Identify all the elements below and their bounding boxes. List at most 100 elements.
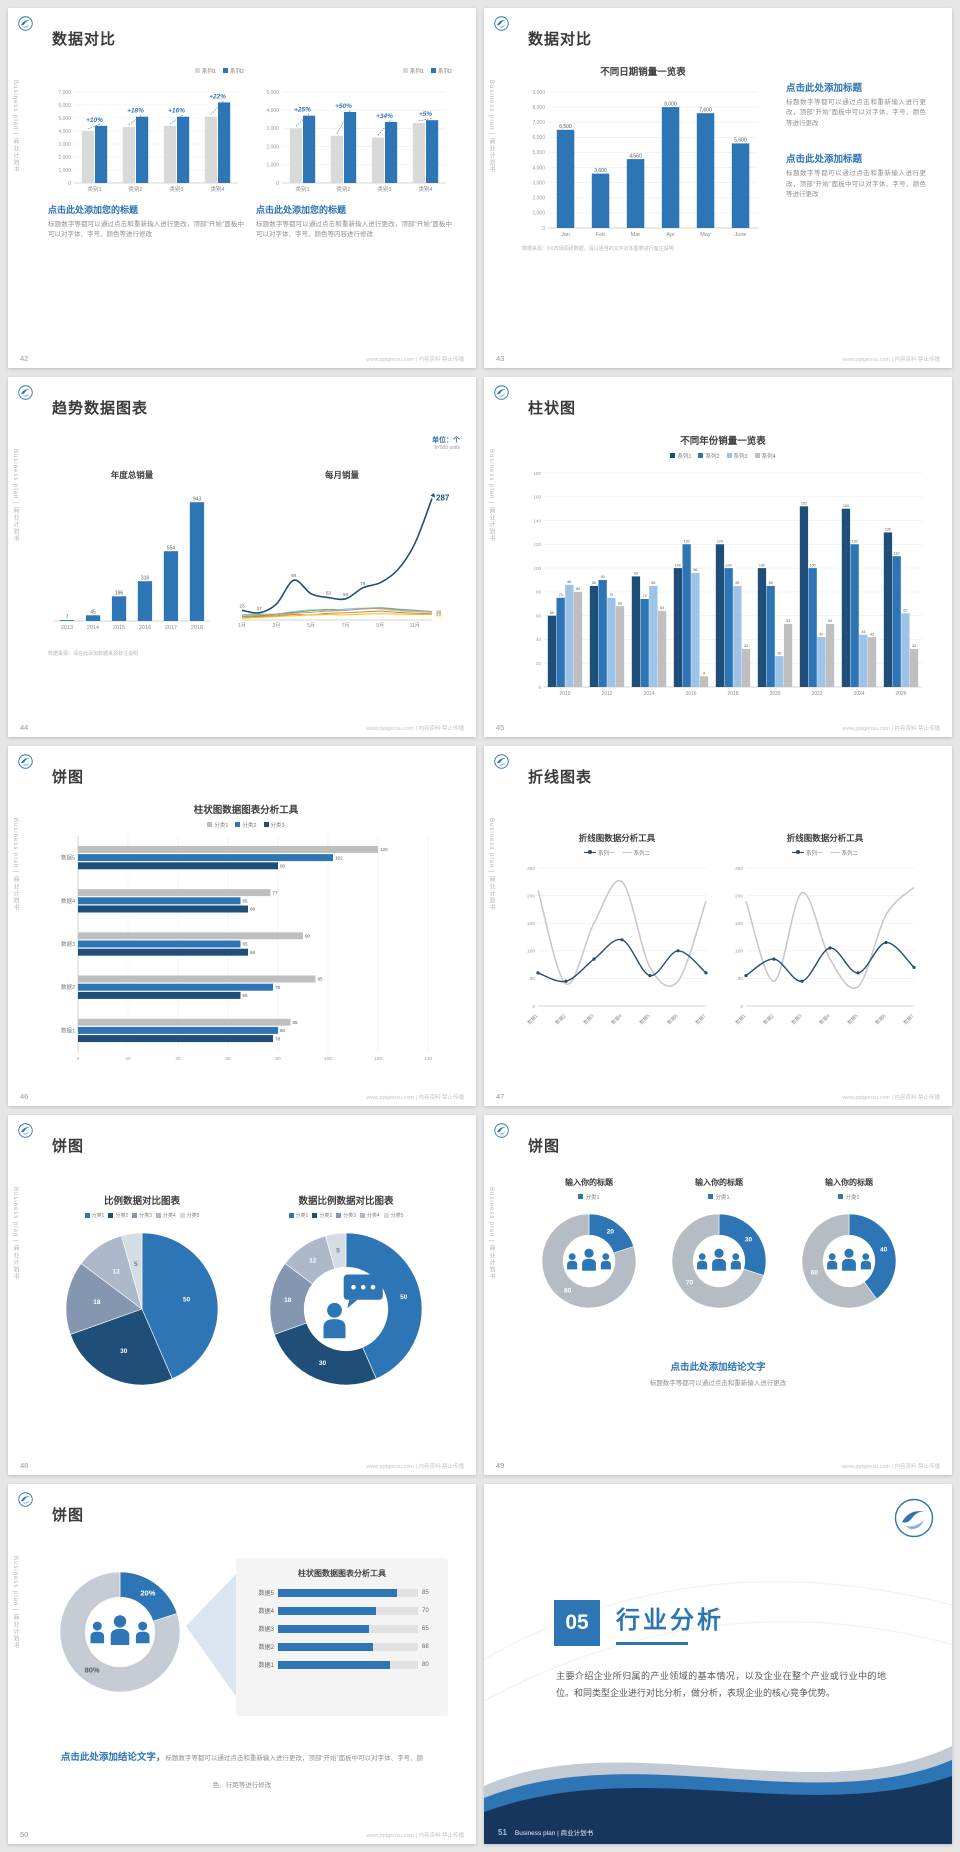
svg-text:6,500: 6,500 — [559, 124, 572, 130]
svg-text:20: 20 — [607, 1229, 615, 1236]
svg-text:数据2: 数据2 — [61, 983, 75, 991]
slide-title: 折线图表 — [528, 769, 593, 786]
chart-title: 柱状图数据图表分析工具 — [193, 805, 299, 816]
donut-chart-1: 20 80 — [530, 1204, 648, 1318]
svg-text:32: 32 — [912, 644, 916, 648]
slide-48[interactable]: Business plan | 商业计划书 饼图 比例数据对比图表 分类1 分类2… — [8, 1115, 476, 1475]
svg-text:2015: 2015 — [113, 625, 125, 631]
bar-label: 数据5 — [258, 1591, 274, 1597]
svg-text:2010: 2010 — [559, 691, 570, 697]
brand-logo-icon — [494, 16, 509, 31]
side-watermark: Business plan | 商业计划书 — [488, 1187, 494, 1281]
slide-46[interactable]: Business plan | 商业计划书 饼图 柱状图数据图表分析工具 分类1… — [8, 746, 476, 1106]
svg-text:100: 100 — [675, 563, 681, 567]
svg-text:数据4: 数据4 — [61, 897, 75, 905]
svg-text:3,000: 3,000 — [58, 142, 71, 148]
side-watermark: Business plan | 商业计划书 — [12, 1556, 18, 1650]
legend-item: 系列1 — [402, 67, 424, 75]
svg-text:数据6: 数据6 — [666, 1012, 680, 1026]
svg-text:85: 85 — [592, 581, 596, 585]
slide-51[interactable]: 05 行业分析 主要介绍企业所归属的产业领域的基本情况，以及企业在整个产业或行业… — [484, 1484, 952, 1844]
data-source-note: 数据来源：XX市场调研数据，请以适当的文字对本图表进行备注说明 — [522, 246, 674, 252]
side-watermark: Business plan | 商业计划书 — [488, 80, 494, 174]
slide-number: 50 — [20, 1830, 29, 1839]
donut-title: 输入你的标题 — [565, 1178, 613, 1187]
svg-text:+50%: +50% — [335, 103, 352, 110]
svg-text:42: 42 — [870, 632, 874, 636]
svg-text:90: 90 — [601, 575, 605, 579]
block-title: 点击此处添加标题 — [786, 83, 863, 94]
slide-43[interactable]: Business plan | 商业计划书 数据对比 不同日期销量一览表 0 1,… — [484, 8, 952, 368]
svg-text:96: 96 — [693, 568, 697, 572]
svg-text:80: 80 — [564, 1288, 572, 1295]
svg-text:13: 13 — [436, 613, 442, 619]
svg-text:数据4: 数据4 — [818, 1012, 832, 1026]
svg-text:18: 18 — [284, 1297, 292, 1304]
legend-item: 系列二 — [829, 849, 858, 857]
brand-logo-icon — [494, 385, 509, 400]
slide-title: 数据对比 — [52, 31, 117, 48]
svg-text:5,600: 5,600 — [734, 138, 747, 144]
svg-text:+10%: +10% — [86, 117, 103, 124]
slide-50[interactable]: Business plan | 商业计划书 饼图 20% 80% 柱状图数据图表分… — [8, 1484, 476, 1844]
svg-text:8,000: 8,000 — [532, 105, 545, 111]
text-block: 点击此处添加标题 标题数字等都可以通过点击和重新输入进行更改，顶部“开始”面板中… — [786, 151, 926, 200]
svg-text:78: 78 — [275, 985, 281, 990]
footer-site-text: www.pptgensu.com | 内容资料 禁止传播 — [366, 1095, 464, 1101]
svg-text:86: 86 — [567, 580, 571, 584]
caption-title: 点击此处添加您的标题 — [48, 205, 139, 215]
svg-text:250: 250 — [527, 866, 535, 872]
svg-text:Mar: Mar — [631, 232, 641, 238]
slide-49[interactable]: Business plan | 商业计划书 饼图 输入你的标题 分类1 20 80… — [484, 1115, 952, 1475]
bar-label: 数据4 — [258, 1609, 274, 1615]
side-watermark: Business plan | 商业计划书 — [12, 80, 18, 174]
chart-title: 不同日期销量一览表 — [600, 67, 686, 78]
chart-legend: 分类1 分类2 分类3 分类4 分类5 — [44, 1211, 240, 1220]
svg-text:100: 100 — [726, 563, 732, 567]
slide-42[interactable]: Business plan | 商业计划书 数据对比 系列1 系列2 0 1,000… — [8, 8, 476, 368]
brand-logo-icon — [494, 754, 509, 769]
bar-track — [278, 1660, 418, 1669]
svg-text:3,600: 3,600 — [594, 168, 607, 174]
donut-chart: 50 30 18 12 5 — [248, 1223, 444, 1395]
legend-item: 系列2 — [222, 67, 244, 75]
svg-text:20: 20 — [125, 1056, 131, 1062]
footer-site-text: www.pptgensu.com | 内容资料 禁止传播 — [366, 1833, 464, 1839]
svg-text:0: 0 — [68, 181, 71, 187]
svg-text:42: 42 — [819, 632, 823, 636]
svg-text:23: 23 — [239, 603, 245, 608]
svg-text:2020: 2020 — [769, 691, 780, 697]
svg-text:85: 85 — [735, 581, 739, 585]
brand-logo-icon — [18, 16, 33, 31]
sales-bar-chart: 0 1,000 2,000 3,000 4,000 5,000 6,000 7,000 8,00… — [522, 82, 764, 240]
svg-text:100: 100 — [759, 563, 765, 567]
legend-item: 分类5 — [179, 1212, 199, 1219]
chart-legend: 分类1 分类2 分类3 分类4 分类5 — [248, 1211, 444, 1220]
svg-text:65: 65 — [243, 993, 249, 998]
svg-text:June: June — [735, 232, 747, 238]
bar-value: 65 — [422, 1625, 429, 1632]
side-watermark: Business plan | 商业计划书 — [488, 449, 494, 543]
svg-text:数据3: 数据3 — [790, 1012, 804, 1026]
svg-text:数据1: 数据1 — [61, 1026, 75, 1034]
svg-text:Feb: Feb — [596, 232, 605, 238]
svg-text:1,000: 1,000 — [266, 163, 279, 169]
slide-47[interactable]: Business plan | 商业计划书 折线图表 折线图数据分析工具 系列一… — [484, 746, 952, 1106]
slide-number: 43 — [496, 354, 505, 363]
bar-label: 数据3 — [258, 1627, 274, 1633]
svg-text:2014: 2014 — [87, 625, 99, 631]
brand-logo-icon — [494, 1123, 509, 1138]
section-body: 主要介绍企业所归属的产业领域的基本情况，以及企业在整个产业或行业中的地位。和同类… — [556, 1671, 886, 1698]
slide-number: 45 — [496, 723, 505, 732]
svg-text:数据3: 数据3 — [582, 1012, 596, 1026]
slide-45[interactable]: Business plan | 商业计划书 柱状图 不同年份销量一览表 系列1 系… — [484, 377, 952, 737]
svg-text:2018: 2018 — [727, 691, 738, 697]
svg-text:60: 60 — [550, 611, 554, 615]
svg-text:20: 20 — [436, 610, 442, 616]
slide-number: 42 — [20, 354, 29, 363]
horizontal-bar-chart: 0 20 40 60 80 100 120 140 120 102 80 数据5 77 65 68 数据4 90… — [48, 832, 444, 1064]
legend-item: 分类1 — [708, 1193, 730, 1201]
svg-text:+22%: +22% — [209, 93, 226, 100]
svg-text:316: 316 — [141, 575, 150, 581]
slide-44[interactable]: Business plan | 商业计划书 趋势数据图表 单位：个 in'000… — [8, 377, 476, 737]
